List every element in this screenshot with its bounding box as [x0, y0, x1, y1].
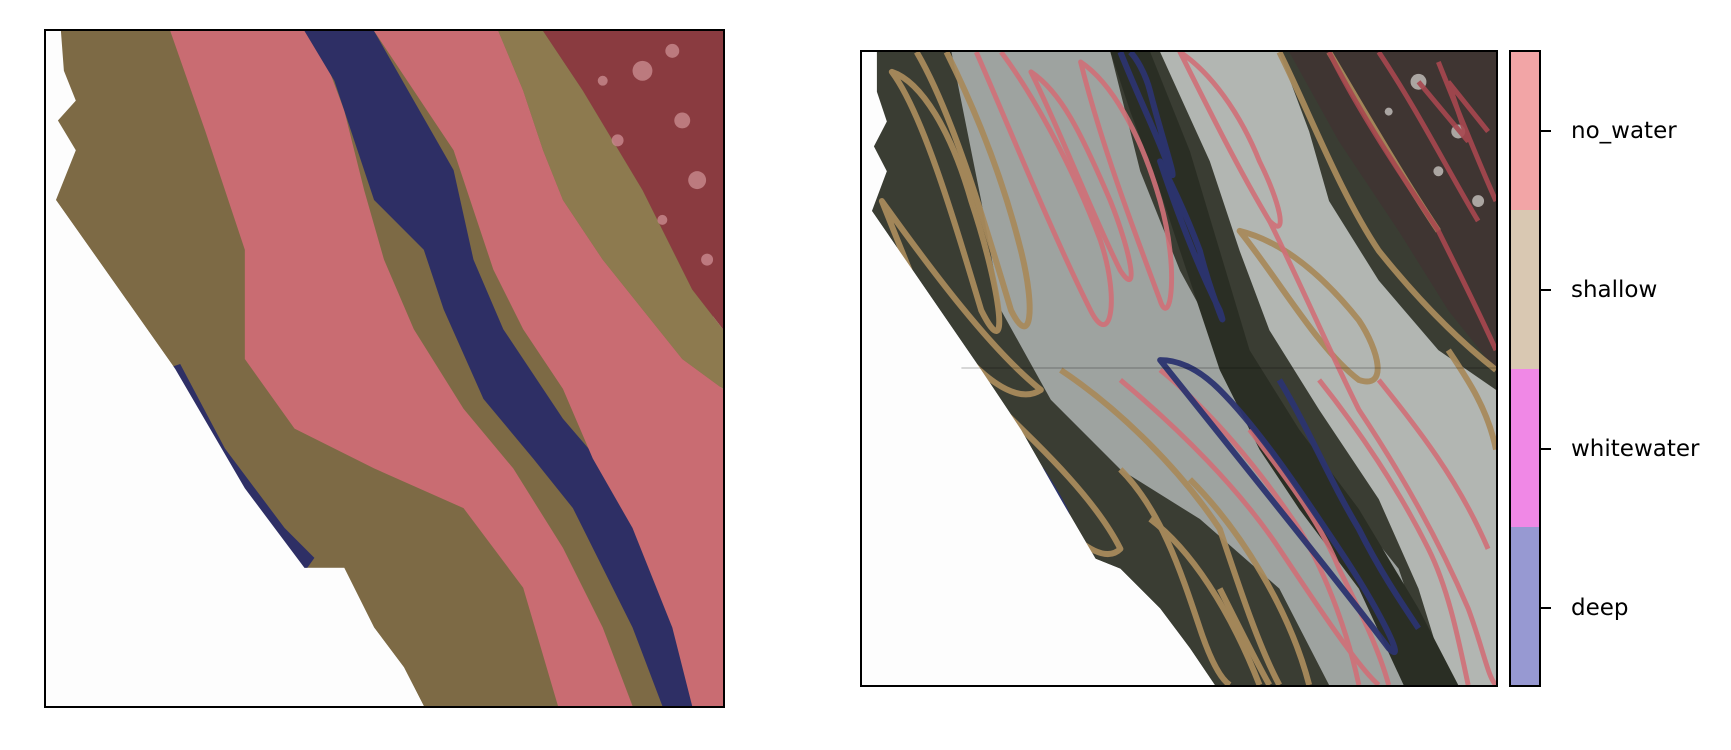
shallow-strip	[498, 31, 723, 389]
annotation-outlines-image	[862, 52, 1496, 685]
colorbar-tick	[1541, 130, 1551, 132]
no-water-region-right	[374, 31, 723, 706]
colorbar-segment-whitewater	[1511, 368, 1539, 527]
photo-right-bar	[1160, 52, 1496, 685]
deep-channel	[304, 31, 723, 706]
colorbar-tick	[1541, 289, 1551, 291]
colorbar-label-whitewater: whitewater	[1571, 436, 1700, 462]
colorbar-label-deep: deep	[1571, 595, 1629, 621]
colorbar-label-no-water: no_water	[1571, 118, 1677, 144]
no-water-outlines	[974, 52, 1496, 685]
colorbar-tick	[1541, 607, 1551, 609]
segmentation-overlay-image	[46, 31, 723, 706]
deep-outlines	[968, 52, 1421, 656]
no-water-region-left	[170, 31, 633, 706]
colorbar-segment-deep	[1511, 526, 1539, 685]
no-data-region	[862, 210, 1215, 685]
no-data-region	[46, 199, 424, 706]
no-water-vegetation	[543, 31, 723, 330]
colorbar-label-shallow: shallow	[1571, 277, 1658, 303]
class-colorbar	[1509, 50, 1541, 687]
annotation-outlines-panel	[860, 50, 1498, 687]
colorbar-segment-no-water	[1511, 52, 1539, 211]
vegetation-speckles	[597, 43, 714, 266]
no-water-vegetation-outlines	[1326, 52, 1496, 352]
photo-vegetation	[1289, 52, 1496, 370]
photo-channel	[1110, 52, 1459, 685]
colorbar-segment-shallow	[1511, 210, 1539, 369]
segmentation-overlay-panel	[44, 29, 725, 708]
colorbar-tick	[1541, 448, 1551, 450]
